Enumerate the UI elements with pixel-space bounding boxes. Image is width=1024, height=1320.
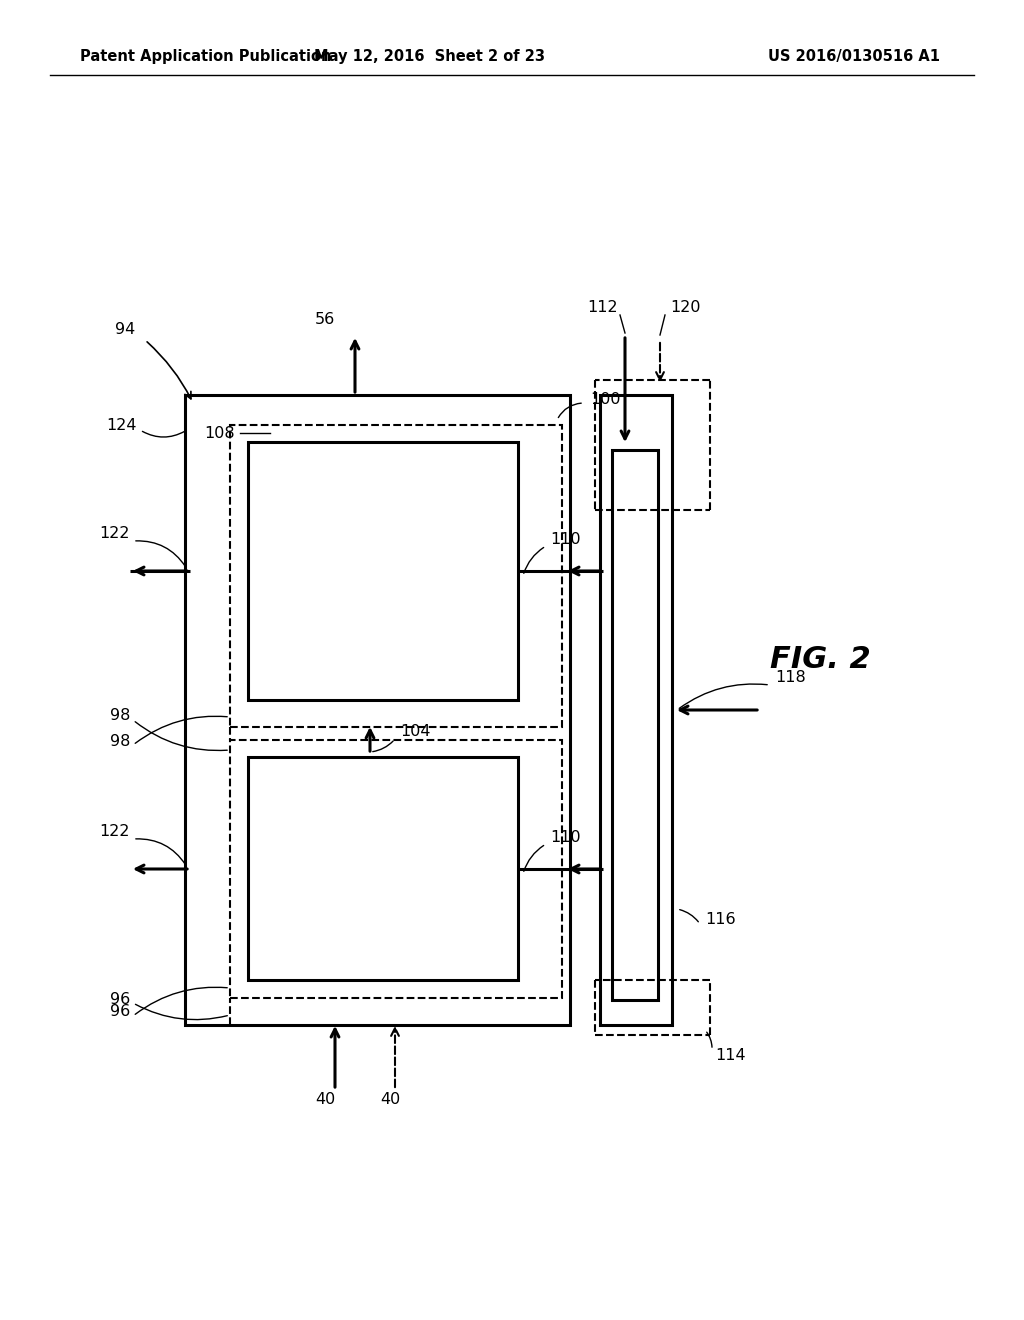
- Text: 118: 118: [775, 671, 806, 685]
- Text: 56: 56: [314, 313, 335, 327]
- Text: 122: 122: [99, 824, 130, 838]
- Bar: [230, 741, 562, 998]
- Text: 108: 108: [205, 425, 234, 441]
- Bar: [248, 442, 518, 700]
- Bar: [185, 395, 570, 1026]
- Text: 110: 110: [550, 829, 581, 845]
- Text: 110: 110: [550, 532, 581, 546]
- Text: May 12, 2016  Sheet 2 of 23: May 12, 2016 Sheet 2 of 23: [314, 49, 546, 65]
- Bar: [230, 425, 562, 727]
- Text: 98: 98: [110, 734, 130, 748]
- Text: 114: 114: [715, 1048, 745, 1063]
- Text: 124: 124: [106, 417, 137, 433]
- Text: 98: 98: [110, 709, 130, 723]
- Text: FIG. 2: FIG. 2: [770, 645, 870, 675]
- Text: 96: 96: [110, 1005, 130, 1019]
- Text: 104: 104: [400, 725, 430, 739]
- Text: Patent Application Publication: Patent Application Publication: [80, 49, 332, 65]
- Bar: [600, 395, 672, 1026]
- Text: 122: 122: [99, 525, 130, 540]
- Text: 112: 112: [588, 300, 618, 314]
- Bar: [612, 450, 658, 1001]
- Text: 40: 40: [380, 1093, 400, 1107]
- Text: 40: 40: [314, 1093, 335, 1107]
- Bar: [248, 756, 518, 979]
- Text: 116: 116: [705, 912, 735, 927]
- Text: 94: 94: [115, 322, 135, 338]
- Text: 100: 100: [590, 392, 621, 408]
- Text: 120: 120: [670, 300, 700, 314]
- Text: US 2016/0130516 A1: US 2016/0130516 A1: [768, 49, 940, 65]
- Text: 96: 96: [110, 991, 130, 1006]
